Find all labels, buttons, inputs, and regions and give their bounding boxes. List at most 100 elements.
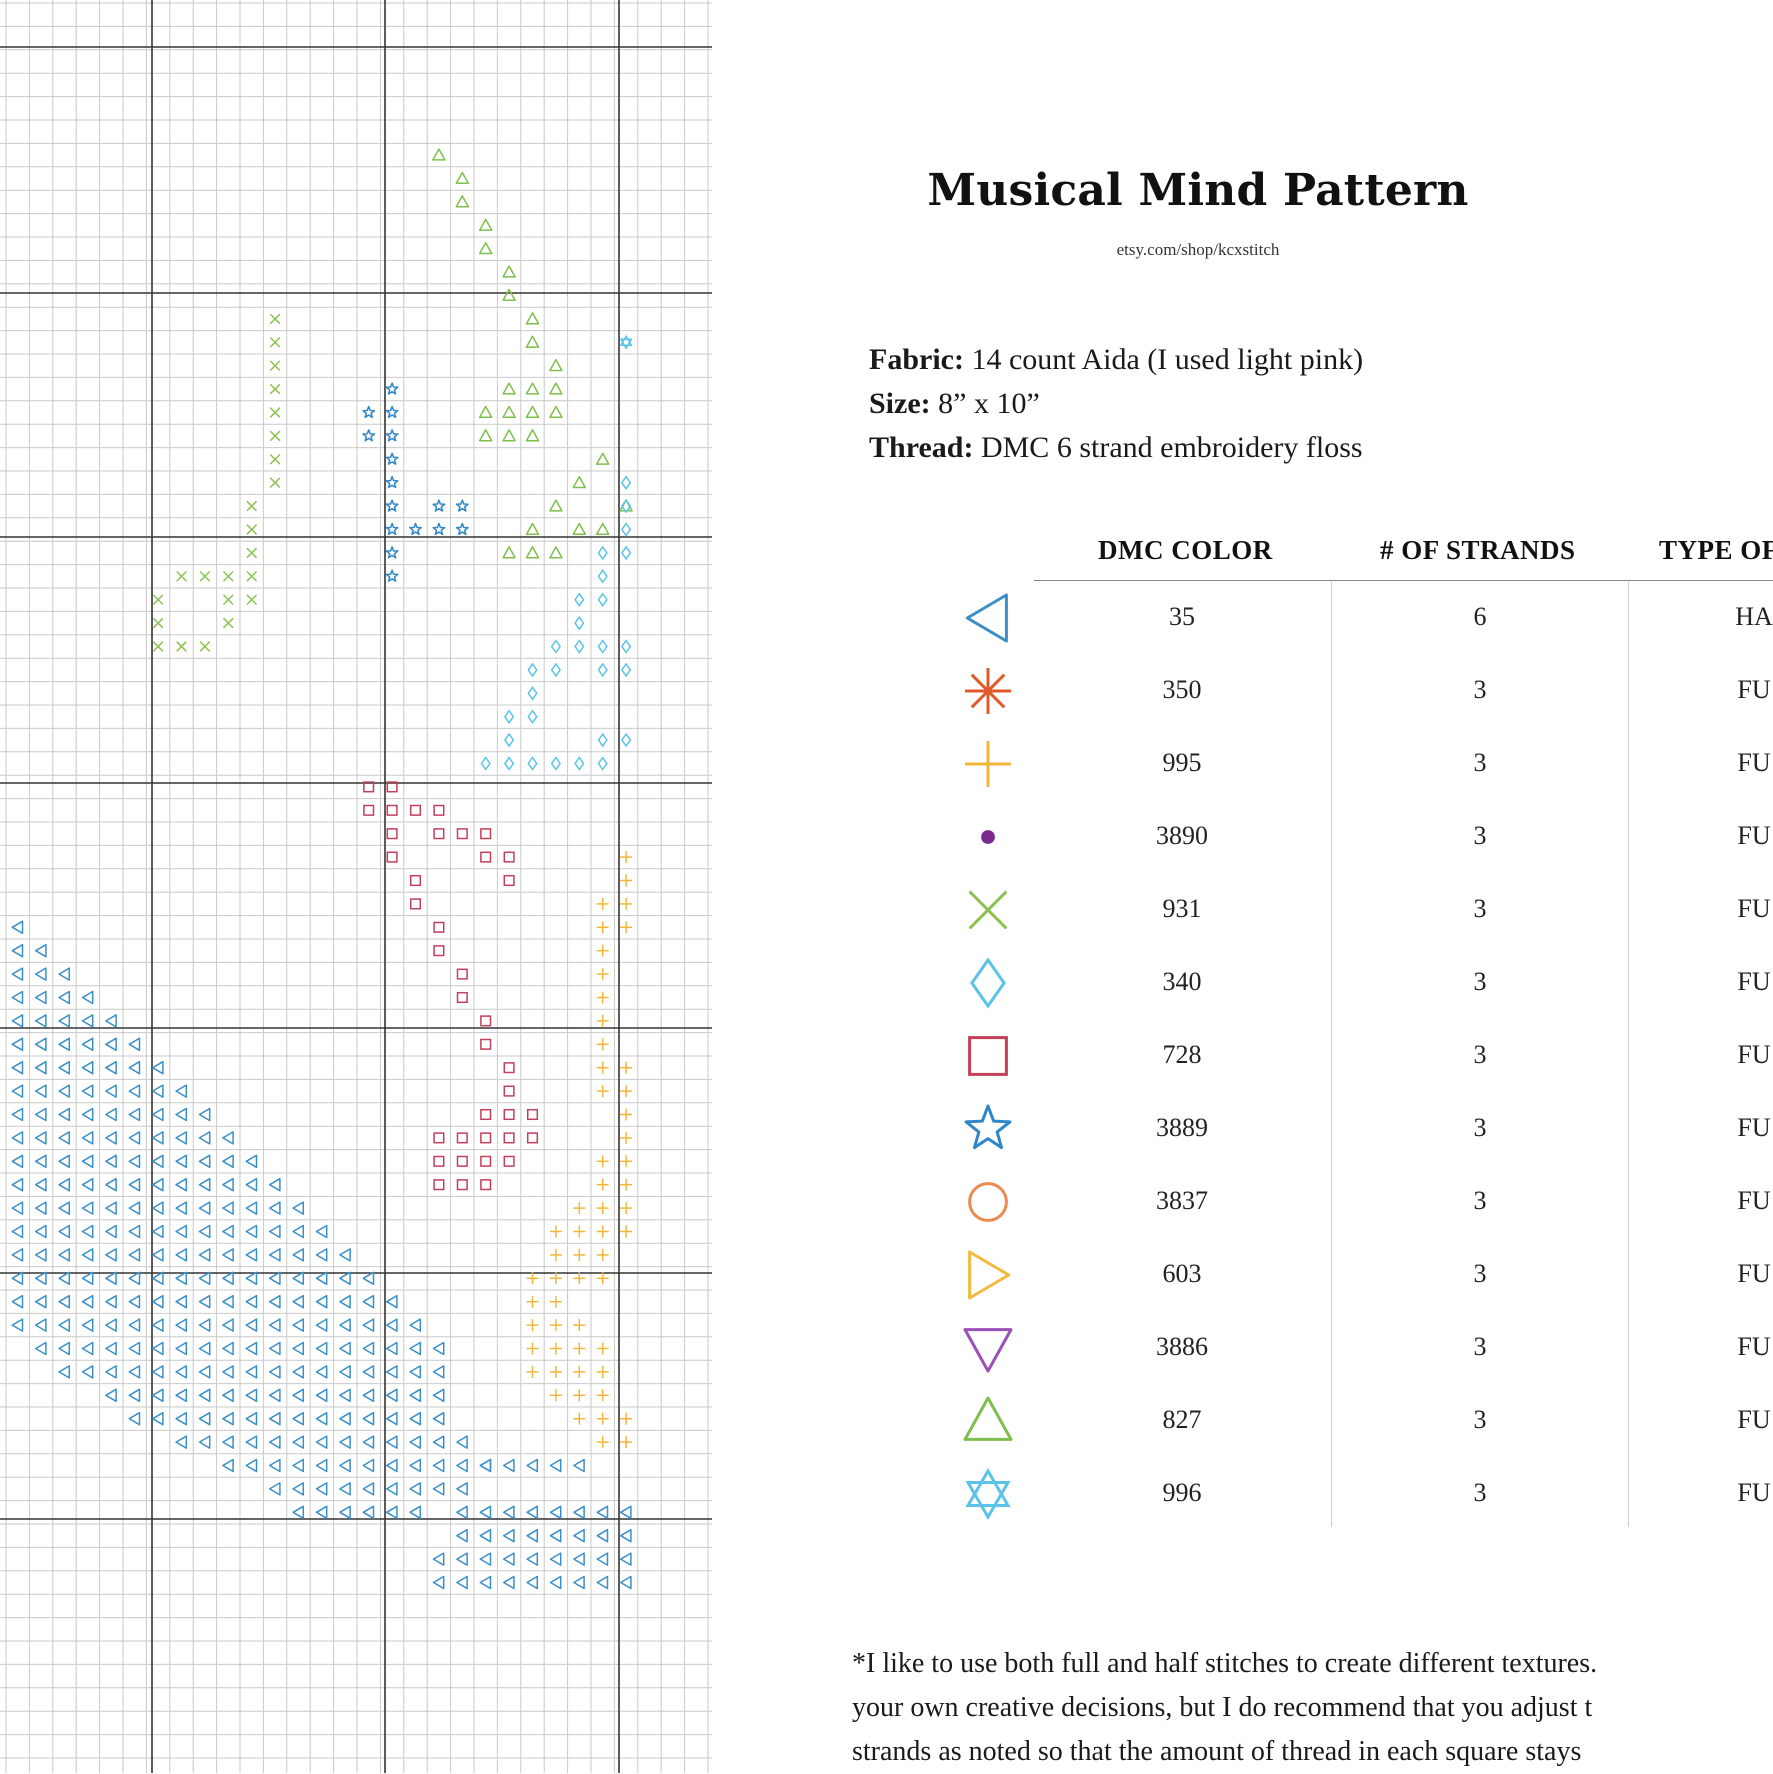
square-icon	[968, 1036, 1008, 1076]
stitch-left-triangle	[339, 1411, 351, 1426]
strands-value: 3	[1473, 1405, 1487, 1434]
stitch-left-triangle	[456, 1575, 468, 1590]
stitch-left-triangle	[34, 1154, 47, 1169]
stitch-left-triangle	[58, 1014, 71, 1028]
stitch-diamond	[597, 756, 608, 771]
stitch-left-triangle	[151, 1060, 164, 1075]
stitch-left-triangle	[245, 1318, 258, 1332]
stitch-left-triangle	[105, 1014, 117, 1028]
stitch-left-triangle	[105, 1271, 117, 1286]
stitch-up-triangle	[455, 195, 470, 208]
stitch-square	[503, 1085, 515, 1097]
stitch-left-triangle	[58, 1318, 71, 1332]
stitch-plus	[573, 1225, 586, 1238]
stitch-diamond	[527, 662, 538, 678]
stitch-plus	[549, 1342, 562, 1355]
diamond-icon	[970, 957, 1006, 1009]
stitch-left-triangle	[11, 943, 24, 958]
stitch-left-triangle	[549, 1552, 562, 1566]
stitch-left-triangle	[315, 1271, 328, 1286]
stitch-left-triangle	[81, 1037, 94, 1052]
type-value: HA	[1735, 602, 1773, 631]
stitch-left-triangle	[81, 1154, 94, 1169]
left-triangle-icon	[965, 593, 1008, 643]
stitch-six-point-star	[619, 334, 633, 350]
stitch-left-triangle	[409, 1365, 422, 1379]
stitch-left-triangle	[432, 1435, 445, 1449]
stitch-left-triangle	[128, 1388, 141, 1403]
stitch-left-triangle	[268, 1411, 281, 1426]
stitch-left-triangle	[268, 1248, 281, 1262]
stitch-up-triangle	[502, 429, 516, 442]
stitch-left-triangle	[385, 1341, 398, 1356]
stitch-plus	[596, 991, 609, 1004]
stitch-square	[433, 828, 445, 840]
note-line: your own creative decisions, but I do re…	[852, 1692, 1593, 1723]
stitch-left-triangle	[34, 943, 47, 958]
stitch-left-triangle	[222, 1154, 234, 1169]
strands-value: 3	[1473, 748, 1487, 777]
stitch-plus	[596, 897, 609, 910]
stitch-left-triangle	[198, 1271, 211, 1286]
stitch-left-triangle	[11, 1177, 24, 1192]
stitch-left-triangle	[11, 1318, 24, 1332]
stitch-left-triangle	[409, 1341, 422, 1356]
stitch-plus	[526, 1365, 539, 1378]
stitch-left-triangle	[175, 1154, 188, 1169]
stitch-left-triangle	[526, 1458, 539, 1473]
stitch-left-triangle	[549, 1505, 562, 1520]
stitch-left-triangle	[198, 1388, 211, 1403]
stitch-star	[385, 499, 399, 512]
stitch-left-triangle	[81, 1318, 94, 1332]
stitch-left-triangle	[456, 1482, 468, 1496]
stitch-plus	[596, 1038, 609, 1051]
stitch-left-triangle	[34, 1224, 47, 1239]
stitch-left-triangle	[105, 1060, 117, 1075]
stitch-x-mark	[269, 336, 281, 348]
six-point-star-icon	[965, 1468, 1011, 1520]
stitch-left-triangle	[526, 1505, 539, 1520]
stitch-left-triangle	[222, 1177, 234, 1192]
stitch-square	[409, 898, 422, 910]
stitch-square	[433, 921, 445, 933]
type-value: FU	[1737, 967, 1771, 996]
stitch-plus	[573, 1365, 586, 1378]
stitch-diamond	[574, 756, 585, 771]
stitch-left-triangle	[128, 1224, 141, 1239]
stitch-left-triangle	[573, 1505, 585, 1520]
stitch-up-triangle	[502, 382, 516, 395]
stitch-x-mark	[246, 547, 258, 559]
stitch-x-mark	[269, 360, 281, 372]
stitch-plus	[526, 1342, 539, 1355]
stitch-left-triangle	[245, 1458, 258, 1473]
stitch-square	[526, 1132, 539, 1144]
stitch-left-triangle	[315, 1294, 328, 1309]
stitch-left-triangle	[151, 1365, 164, 1379]
thread-label: Thread:	[869, 431, 974, 464]
stitch-left-triangle	[222, 1341, 234, 1356]
stitch-plus	[620, 1131, 633, 1144]
stitch-diamond	[620, 639, 632, 654]
stitch-left-triangle	[11, 1131, 24, 1145]
stitch-left-triangle	[315, 1224, 328, 1239]
stitch-left-triangle	[81, 1131, 94, 1145]
stitch-left-triangle	[222, 1271, 234, 1286]
stitch-left-triangle	[596, 1528, 609, 1543]
stitch-left-triangle	[362, 1435, 375, 1449]
stitch-left-triangle	[526, 1575, 539, 1590]
stitch-x-mark	[269, 477, 281, 489]
stitch-left-triangle	[105, 1037, 117, 1052]
stitch-left-triangle	[11, 1224, 24, 1239]
pattern-info-panel: Musical Mind Pattern etsy.com/shop/kcxst…	[712, 0, 1773, 1773]
dmc-value: 3837	[1156, 1186, 1208, 1215]
stitch-left-triangle	[385, 1365, 398, 1379]
stitch-diamond	[527, 756, 538, 771]
chart-grid	[0, 0, 712, 1773]
stitch-left-triangle	[222, 1224, 234, 1239]
stitch-left-triangle	[339, 1388, 351, 1403]
stitch-plus	[549, 1295, 562, 1308]
stitch-left-triangle	[105, 1294, 117, 1309]
stitch-left-triangle	[58, 1177, 71, 1192]
stitch-left-triangle	[81, 1014, 94, 1028]
stitch-square	[386, 851, 398, 863]
